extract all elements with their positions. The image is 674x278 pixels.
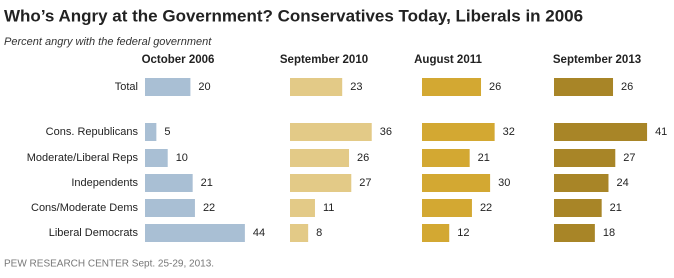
bar xyxy=(422,224,450,242)
panel-header: October 2006 xyxy=(142,54,215,66)
bar xyxy=(554,174,609,192)
bar xyxy=(422,78,482,96)
value-label: 18 xyxy=(603,227,615,239)
bar xyxy=(422,123,495,141)
category-label: Moderate/Liberal Reps xyxy=(27,152,139,164)
bar xyxy=(290,224,309,242)
value-label: 23 xyxy=(350,81,362,93)
bar xyxy=(554,78,614,96)
value-label: 10 xyxy=(176,152,188,164)
panel-header: August 2011 xyxy=(414,54,482,66)
value-label: 21 xyxy=(201,177,213,189)
chart-subtitle: Percent angry with the federal governmen… xyxy=(4,36,212,48)
value-label: 12 xyxy=(457,227,469,239)
panel-header: September 2010 xyxy=(280,54,368,66)
bar xyxy=(145,224,245,242)
value-label: 5 xyxy=(164,126,170,138)
bar xyxy=(554,123,648,141)
value-label: 24 xyxy=(616,177,628,189)
bar xyxy=(145,149,168,167)
category-label: Cons. Republicans xyxy=(46,126,139,138)
bar xyxy=(290,123,372,141)
bar xyxy=(145,174,193,192)
bar xyxy=(145,199,195,217)
value-label: 30 xyxy=(498,177,510,189)
value-label: 21 xyxy=(478,152,490,164)
value-label: 44 xyxy=(253,227,265,239)
bar xyxy=(290,199,315,217)
category-label: Liberal Democrats xyxy=(49,227,139,239)
value-label: 26 xyxy=(489,81,501,93)
value-label: 32 xyxy=(503,126,515,138)
value-label: 27 xyxy=(359,177,371,189)
value-label: 26 xyxy=(621,81,633,93)
bar xyxy=(554,199,602,217)
bar xyxy=(290,149,350,167)
value-label: 21 xyxy=(610,202,622,214)
value-label: 8 xyxy=(316,227,322,239)
bar xyxy=(145,123,157,141)
category-label: Cons/Moderate Dems xyxy=(31,202,138,214)
bar xyxy=(422,149,470,167)
source-note: PEW RESEARCH CENTER Sept. 25-29, 2013. xyxy=(4,259,214,270)
value-label: 22 xyxy=(203,202,215,214)
panel-header: September 2013 xyxy=(553,54,641,66)
chart-title: Who’s Angry at the Government? Conservat… xyxy=(4,6,583,25)
value-label: 26 xyxy=(357,152,369,164)
bar xyxy=(554,224,595,242)
value-label: 41 xyxy=(655,126,667,138)
value-label: 20 xyxy=(198,81,210,93)
bar xyxy=(554,149,616,167)
value-label: 11 xyxy=(323,202,334,214)
bar xyxy=(422,199,472,217)
value-label: 27 xyxy=(623,152,635,164)
bar xyxy=(145,78,191,96)
category-label: Total xyxy=(115,81,138,93)
value-label: 36 xyxy=(380,126,392,138)
value-label: 22 xyxy=(480,202,492,214)
bar xyxy=(290,174,352,192)
bar xyxy=(290,78,343,96)
category-label: Independents xyxy=(71,177,138,189)
bar xyxy=(422,174,491,192)
